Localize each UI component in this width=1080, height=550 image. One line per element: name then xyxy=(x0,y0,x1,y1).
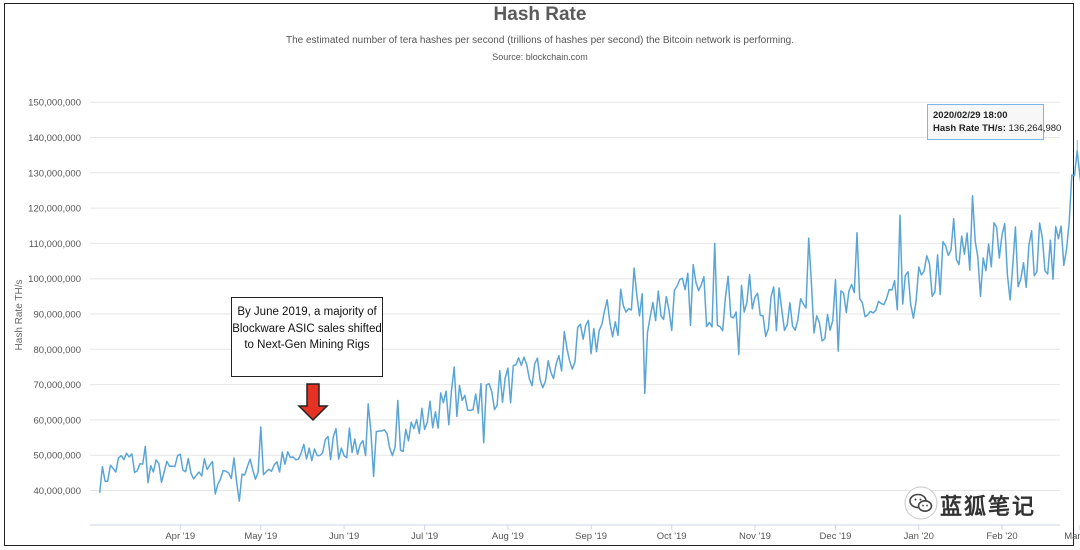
y-tick-label: 110,000,000 xyxy=(29,239,81,250)
x-tick-label: Oct '19 xyxy=(657,531,687,542)
y-tick-label: 80,000,000 xyxy=(33,345,81,356)
chart-source: Source: blockchain.com xyxy=(492,52,588,62)
y-tick-label: 40,000,000 xyxy=(33,486,81,497)
y-tick-label: 130,000,000 xyxy=(28,168,81,179)
x-tick-label: Nov '19 xyxy=(739,531,771,542)
x-tick-label: Jun '19 xyxy=(329,531,359,542)
x-tick-label: May '19 xyxy=(244,531,277,542)
x-tick-label: Dec '19 xyxy=(820,531,852,542)
chart-title: Hash Rate xyxy=(493,4,587,25)
tooltip-date: 2020/02/29 18:00 xyxy=(933,110,1008,121)
y-tick-label: 50,000,000 xyxy=(33,451,81,462)
y-tick-label: 60,000,000 xyxy=(33,415,81,426)
watermark: 蓝狐笔记 xyxy=(904,486,1064,520)
annotation-arrow xyxy=(297,383,329,422)
y-tick-label: 100,000,000 xyxy=(28,274,81,285)
hash-rate-line xyxy=(98,149,1080,502)
tooltip-value: 136,264,980 xyxy=(1008,123,1062,134)
chart-tooltip: 2020/02/29 18:00 Hash Rate TH/s: 136,264… xyxy=(927,104,1061,140)
chart-subtitle: The estimated number of tera hashes per … xyxy=(285,35,795,46)
tooltip-label: Hash Rate TH/s xyxy=(933,123,1003,134)
y-tick-label: 120,000,000 xyxy=(28,204,81,215)
x-tick-label: Feb '20 xyxy=(986,531,1017,542)
y-tick-label: 140,000,000 xyxy=(28,133,81,144)
x-tick-label: Aug '19 xyxy=(492,531,524,542)
watermark-text: 蓝狐笔记 xyxy=(940,495,1037,520)
x-tick-label: Mar '20 xyxy=(1064,531,1080,542)
y-tick-label: 90,000,000 xyxy=(33,310,81,321)
wechat-icon xyxy=(904,486,938,520)
y-tick-label: 70,000,000 xyxy=(33,380,81,391)
y-axis-label: Hash Rate TH/s xyxy=(14,280,25,351)
x-tick-label: Apr '19 xyxy=(165,531,195,542)
x-tick-label: Sep '19 xyxy=(575,531,607,542)
annotation-callout: By June 2019, a majority of Blockware AS… xyxy=(231,297,383,377)
y-tick-label: 150,000,000 xyxy=(28,98,81,109)
x-tick-label: Jul '19 xyxy=(411,531,438,542)
x-tick-label: Jan '20 xyxy=(904,531,934,542)
